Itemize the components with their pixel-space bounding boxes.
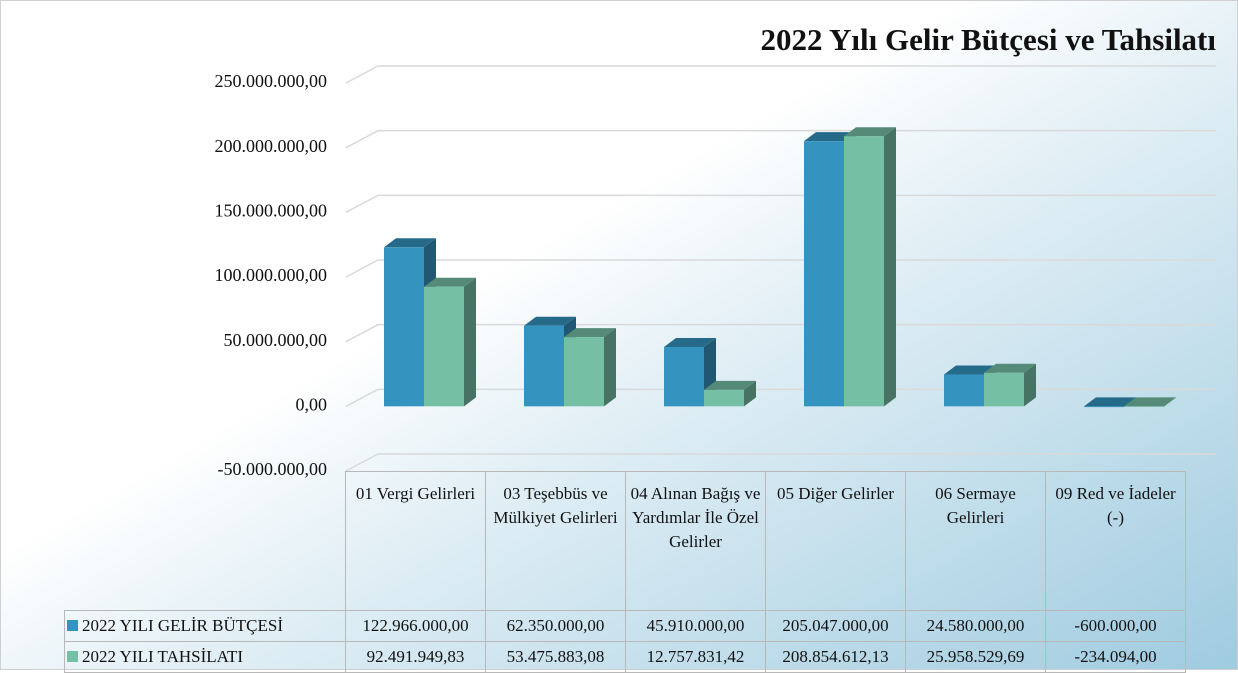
value-label: -600.000,00 xyxy=(1045,610,1186,642)
legend-swatch xyxy=(67,651,78,662)
series-row: 2022 YILI TAHSİLATI 92.491.949,83 53.475.8… xyxy=(64,641,1186,673)
value-label: 208.854.612,13 xyxy=(765,641,906,673)
series-row: 2022 YILI GELİR BÜTÇESİ 122.966.000,00 62.… xyxy=(64,610,1186,642)
bar-top xyxy=(804,132,856,142)
bar-top xyxy=(384,238,436,248)
bar xyxy=(564,337,604,407)
bar-side xyxy=(744,380,756,407)
bar xyxy=(984,372,1024,407)
bar xyxy=(664,346,704,407)
bar-side xyxy=(604,328,616,407)
grid-line xyxy=(345,65,1216,84)
category-label: 05 Diğer Gelirler xyxy=(765,471,906,611)
bar-top xyxy=(944,365,996,375)
bar-top xyxy=(524,316,576,326)
y-tick-label: 0,00 xyxy=(296,394,328,414)
category-label: 03 Teşebbüs ve Mülkiyet Gelirleri xyxy=(485,471,626,611)
value-label: 24.580.000,00 xyxy=(905,610,1046,642)
grid-line xyxy=(345,453,1216,472)
bar-top xyxy=(1084,397,1136,407)
bar xyxy=(424,286,464,407)
chart-title: 2022 Yılı Gelir Bütçesi ve Tahsilatı xyxy=(760,22,1216,57)
value-label: -234.094,00 xyxy=(1045,641,1186,673)
value-label: 12.757.831,42 xyxy=(625,641,766,673)
y-tick-label: 200.000.000,00 xyxy=(215,136,328,156)
bar-top xyxy=(664,337,716,347)
legend-label: 2022 YILI GELİR BÜTÇESİ xyxy=(82,616,283,635)
category-label: 01 Vergi Gelirleri xyxy=(345,471,486,611)
grid-line xyxy=(345,323,1216,343)
y-tick-label: 150.000.000,00 xyxy=(215,200,328,220)
value-label: 45.910.000,00 xyxy=(625,610,766,642)
bar xyxy=(524,325,564,407)
corner xyxy=(65,472,346,611)
bar-top xyxy=(1124,397,1176,407)
bar xyxy=(1084,406,1124,408)
grid-line xyxy=(345,129,1216,149)
grid-line xyxy=(345,259,1216,278)
bar xyxy=(1124,406,1164,407)
value-label: 205.047.000,00 xyxy=(765,610,906,642)
bar-side xyxy=(884,127,896,407)
header-row: 01 Vergi Gelirleri 03 Teşebbüs ve Mülkiye… xyxy=(65,471,1186,611)
legend-label: 2022 YILI TAHSİLATI xyxy=(82,647,244,666)
bar xyxy=(384,247,424,407)
category-label: 04 Alınan Bağış ve Yardımlar İle Özel Ge… xyxy=(625,471,766,611)
value-label: 53.475.883,08 xyxy=(485,641,626,673)
bar-side xyxy=(1024,363,1036,407)
bar-top xyxy=(844,127,896,137)
bar xyxy=(804,141,844,407)
bar-side xyxy=(1164,397,1176,407)
legend-entry: 2022 YILI TAHSİLATI xyxy=(64,641,346,673)
bar-top xyxy=(564,328,616,338)
y-tick-label: 100.000.000,00 xyxy=(215,265,328,285)
bar xyxy=(704,389,744,407)
value-label: 25.958.529,69 xyxy=(905,641,1046,673)
value-label: 62.350.000,00 xyxy=(485,610,626,642)
bar xyxy=(944,374,984,407)
bar-top xyxy=(424,277,476,287)
grid-line xyxy=(345,388,1216,407)
y-tick-label: 50.000.000,00 xyxy=(224,330,328,350)
value-label: 122.966.000,00 xyxy=(345,610,486,642)
category-label: 06 Sermaye Gelirleri xyxy=(905,471,1046,611)
bar xyxy=(844,136,884,407)
legend-entry: 2022 YILI GELİR BÜTÇESİ xyxy=(64,610,346,642)
grid-line xyxy=(345,194,1216,213)
value-label: 92.491.949,83 xyxy=(345,641,486,673)
category-label: 09 Red ve İadeler (-) xyxy=(1045,471,1186,611)
bar-top xyxy=(704,380,756,390)
y-tick-label: -50.000.000,00 xyxy=(218,459,328,479)
bar-side xyxy=(464,277,476,407)
legend-swatch xyxy=(67,620,78,631)
bar-top xyxy=(984,363,1036,373)
y-tick-label: 250.000.000,00 xyxy=(215,71,328,91)
data-table: 01 Vergi Gelirleri 03 Teşebbüs ve Mülkiye… xyxy=(64,471,1186,673)
